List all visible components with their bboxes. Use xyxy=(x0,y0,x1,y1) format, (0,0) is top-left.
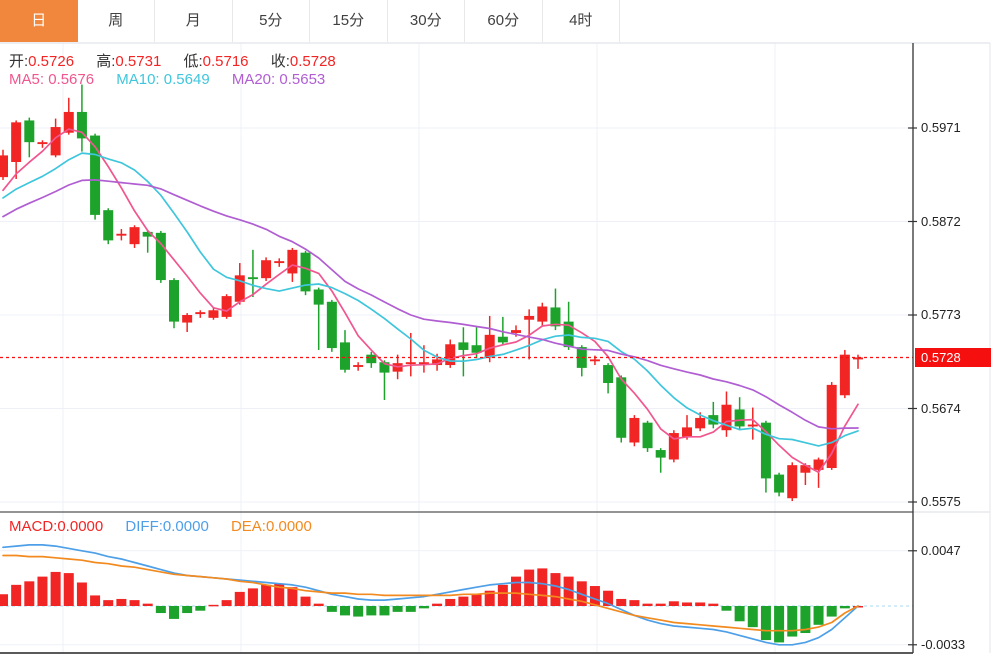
close-label: 收: xyxy=(270,53,290,70)
tab-4hour[interactable]: 4时 xyxy=(542,0,620,42)
diff-value-label: DIFF:0.0000 xyxy=(125,518,209,535)
period-tabbar: 日 周 月 5分 15分 30分 60分 4时 xyxy=(0,0,998,42)
low-value: 0.5716 xyxy=(202,53,249,70)
close-value: 0.5728 xyxy=(289,53,336,70)
price-axis-label-0: 0.5971 xyxy=(921,120,961,135)
open-label: 开: xyxy=(9,53,29,70)
price-axis-label-2: 0.5773 xyxy=(921,307,961,322)
low-label: 低: xyxy=(183,53,203,70)
high-value: 0.5731 xyxy=(115,53,162,70)
macd-axis-label-0: 0.0047 xyxy=(921,543,961,558)
ma20-label: MA20: 0.5653 xyxy=(231,71,326,88)
macd-axis-label-1: -0.0033 xyxy=(921,637,966,652)
tab-5min[interactable]: 5分 xyxy=(232,0,310,42)
tab-week[interactable]: 周 xyxy=(77,0,155,42)
tab-day[interactable]: 日 xyxy=(0,0,78,42)
tab-month[interactable]: 月 xyxy=(155,0,233,42)
ma10-label: MA10: 0.5649 xyxy=(116,71,210,88)
price-axis-label-3: 0.5674 xyxy=(921,400,961,416)
price-axis-label-4: 0.5575 xyxy=(921,494,961,509)
price-axis-label-1: 0.5872 xyxy=(921,213,961,229)
tab-60min[interactable]: 60分 xyxy=(465,0,543,42)
dea-value-label: DEA:0.0000 xyxy=(230,518,312,535)
ma-legend: MA5: 0.5676 MA10: 0.5649 MA20: 0.5653 xyxy=(9,71,325,88)
high-label: 高: xyxy=(96,53,116,70)
macd-legend: MACD:0.0000 DIFF:0.0000 DEA:0.0000 xyxy=(9,518,312,535)
ma5-label: MA5: 0.5676 xyxy=(9,71,95,88)
current-price-badge: 0.5728 xyxy=(915,348,991,367)
open-value: 0.5726 xyxy=(28,53,75,70)
tab-15min[interactable]: 15分 xyxy=(310,0,388,42)
ohlc-legend: 开:0.5726 高:0.5731 低:0.5716 收:0.5728 xyxy=(9,50,336,71)
macd-value-label: MACD:0.0000 xyxy=(9,518,104,535)
tab-30min[interactable]: 30分 xyxy=(387,0,465,42)
